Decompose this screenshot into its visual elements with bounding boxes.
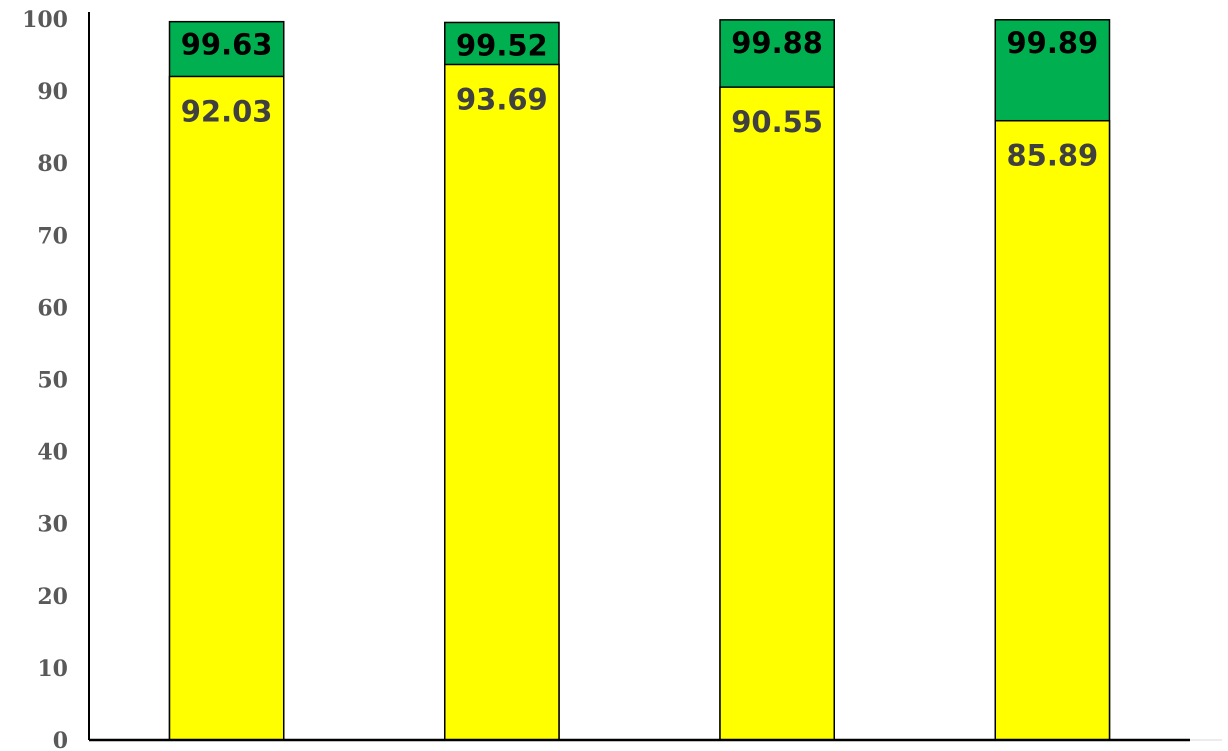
y-tick-label: 50	[37, 368, 68, 394]
y-axis-ticks: 0 10 20 30 40 50 60 70 80 90 100	[22, 7, 68, 751]
data-label-series-1-cat-4: 99.89	[1007, 26, 1099, 60]
data-label-series-2-cat-1: 92.03	[181, 94, 273, 128]
bar-series-2-cat-2	[444, 63, 560, 741]
y-tick-label: 70	[37, 223, 68, 249]
y-tick-label: 40	[37, 440, 68, 466]
y-tick-label: 20	[37, 584, 68, 610]
data-labels: 99.63 99.52 99.88 99.89 92.03 93.69 90.55 85.89	[181, 26, 1098, 173]
data-label-series-1-cat-3: 99.88	[731, 26, 823, 60]
y-tick-label: 60	[37, 295, 68, 321]
data-label-series-2-cat-4: 85.89	[1007, 139, 1099, 173]
y-tick-label: 10	[37, 656, 68, 682]
y-tick-label: 30	[37, 512, 68, 538]
data-label-series-1-cat-2: 99.52	[456, 28, 548, 62]
data-label-series-2-cat-3: 90.55	[731, 105, 823, 139]
bar-series-2-cat-4	[994, 119, 1111, 741]
y-tick-label: 90	[37, 79, 68, 105]
y-tick-label: 0	[53, 728, 68, 751]
bar-series-2-cat-3	[719, 86, 835, 741]
y-tick-label: 80	[37, 151, 68, 177]
bars	[168, 19, 1111, 741]
data-label-series-2-cat-2: 93.69	[456, 82, 548, 116]
y-tick-label: 100	[22, 7, 68, 33]
data-label-series-1-cat-1: 99.63	[181, 28, 273, 62]
bar-series-2-cat-1	[168, 75, 285, 741]
